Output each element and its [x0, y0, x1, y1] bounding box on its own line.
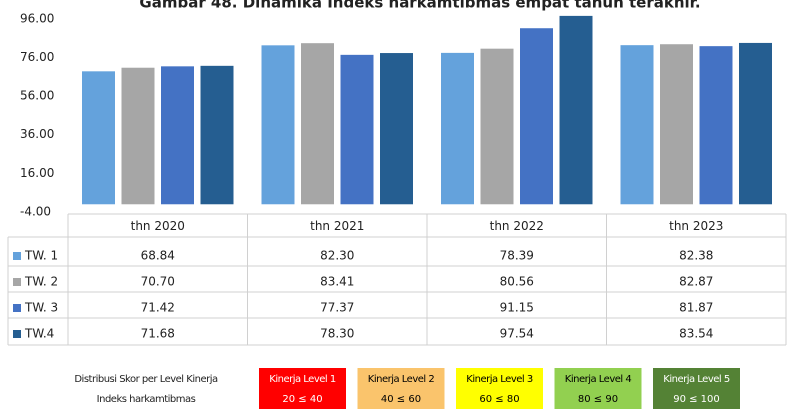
table-value: 71.68: [141, 327, 175, 341]
x-tick-label: thn 2023: [669, 219, 723, 233]
bar: [660, 44, 693, 205]
level-range: 60 ≤ 80: [479, 394, 519, 405]
legend-label: TW. 3: [24, 301, 58, 315]
bar: [121, 67, 155, 205]
bar: [380, 53, 413, 205]
level-box: [357, 368, 445, 409]
level-range: 80 ≤ 90: [578, 394, 618, 405]
bar: [480, 48, 514, 205]
table-value: 82.30: [320, 249, 354, 263]
bar: [340, 54, 374, 205]
table-value: 70.70: [141, 275, 175, 289]
level-label: Kinerja Level 4: [565, 374, 632, 385]
table-value: 78.30: [320, 327, 354, 341]
legend-swatch: [13, 330, 21, 338]
table-value: 83.54: [679, 327, 713, 341]
bar: [161, 66, 194, 205]
bar: [559, 15, 593, 205]
legend-swatch: [13, 252, 21, 260]
bar: [82, 71, 115, 205]
y-tick-label: 56.00: [20, 89, 54, 103]
level-label: Kinerja Level 2: [368, 374, 435, 385]
level-box: [259, 368, 346, 409]
y-tick-label: 36.00: [20, 127, 54, 141]
legend-label: TW.4: [24, 327, 54, 341]
table-value: 80.56: [500, 275, 534, 289]
y-tick-label: 16.00: [20, 166, 54, 180]
legend-caption: Distribusi Skor per Level Kinerja: [74, 374, 218, 385]
legend-caption: Indeks harkamtibmas: [97, 394, 196, 405]
level-range: 20 ≤ 40: [282, 394, 322, 405]
bar: [699, 46, 733, 205]
bar: [620, 45, 654, 205]
table-value: 78.39: [500, 249, 534, 263]
bar: [739, 42, 772, 205]
y-tick-label: -4.00: [20, 205, 51, 219]
table-value: 77.37: [320, 301, 354, 315]
y-tick-label: 76.00: [20, 50, 54, 64]
table-value: 82.87: [679, 275, 713, 289]
level-label: Kinerja Level 3: [466, 374, 533, 385]
x-tick-label: thn 2021: [310, 219, 364, 233]
y-tick-label: 96.00: [20, 11, 54, 25]
legend-label: TW. 1: [24, 249, 58, 263]
level-label: Kinerja Level 1: [269, 374, 336, 385]
x-tick-label: thn 2020: [131, 219, 185, 233]
level-range: 40 ≤ 60: [381, 394, 421, 405]
legend-label: TW. 2: [24, 275, 58, 289]
table-value: 91.15: [500, 301, 534, 315]
level-box: [456, 368, 543, 409]
legend-swatch: [13, 304, 21, 312]
bar: [301, 43, 334, 205]
level-range: 90 ≤ 100: [673, 394, 720, 405]
x-tick-label: thn 2022: [490, 219, 544, 233]
level-box: [653, 368, 740, 409]
table-value: 82.38: [679, 249, 713, 263]
chart-title: Gambar 48. Dinamika Indeks harkamtibmas …: [139, 0, 700, 12]
table-value: 97.54: [500, 327, 534, 341]
bar: [441, 52, 474, 205]
legend-swatch: [13, 278, 21, 286]
level-label: Kinerja Level 5: [663, 374, 730, 385]
bar: [520, 28, 553, 205]
table-value: 83.41: [320, 275, 354, 289]
table-value: 81.87: [679, 301, 713, 315]
table-value: 71.42: [141, 301, 175, 315]
bar: [261, 45, 295, 205]
level-box: [554, 368, 642, 409]
table-value: 68.84: [141, 249, 175, 263]
bar: [200, 65, 234, 205]
